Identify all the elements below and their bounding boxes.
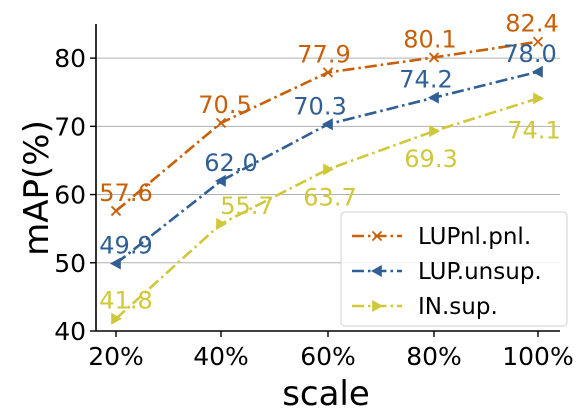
legend-marker-2 <box>372 300 383 312</box>
data-label-2-2: 63.7 <box>303 183 356 211</box>
x-tick-label-4: 100% <box>502 342 573 371</box>
y-axis-label: mAP(%) <box>17 120 57 256</box>
legend-marker-0-stroke-b <box>371 230 383 242</box>
ticks: 40 50 60 70 80 20% 40% 60% 80% 100% <box>54 44 574 371</box>
y-tick-label-40: 40 <box>54 317 86 346</box>
series-0-point-2-stroke-b <box>322 67 334 78</box>
data-label-1-0: 49.9 <box>99 231 152 259</box>
series-1-point-4 <box>532 65 543 78</box>
data-label-1-2: 70.3 <box>293 92 346 120</box>
series-2-point-3 <box>429 125 440 138</box>
series-0-point-4-stroke-b <box>532 36 544 47</box>
y-tick-label-60: 60 <box>54 181 86 210</box>
data-label-0-4: 82.4 <box>505 10 558 38</box>
series-0-point-3 <box>428 52 440 63</box>
series-1-point-0 <box>110 257 121 270</box>
series-0-point-1 <box>215 117 227 129</box>
x-tick-label-0: 20% <box>88 342 144 371</box>
data-label-2-1: 55.7 <box>220 192 273 220</box>
y-tick-label-80: 80 <box>54 44 86 73</box>
data-label-1-4: 78.0 <box>503 40 556 68</box>
data-label-0-1: 70.5 <box>198 91 251 119</box>
data-label-1-1: 62.0 <box>204 149 257 177</box>
legend-label-0: LUPnl.pnl. <box>418 224 531 250</box>
legend-label-2: IN.sup. <box>418 294 498 320</box>
series-0-point-4 <box>532 36 544 47</box>
series-2-point-0 <box>111 312 122 325</box>
series-2-point-1 <box>216 217 227 230</box>
legend-marker-0 <box>371 230 383 242</box>
data-label-0-0: 57.6 <box>99 179 152 207</box>
series-2-point-2 <box>323 163 334 176</box>
series-2-point-4 <box>533 92 544 105</box>
series-0-point-3-stroke-b <box>428 52 440 63</box>
series-0-point-1-stroke-b <box>215 117 227 129</box>
legend-label-1: LUP.unsup. <box>418 259 542 285</box>
x-tick-label-2: 60% <box>300 342 356 371</box>
data-label-2-0: 41.8 <box>99 287 152 315</box>
y-tick-label-50: 50 <box>54 249 86 278</box>
series-line-2 <box>115 97 539 320</box>
data-label-2-4: 74.1 <box>507 116 560 144</box>
x-axis-label: scale <box>282 374 370 414</box>
series-0-point-0-stroke-b <box>110 205 122 217</box>
series-0-point-0 <box>110 205 122 217</box>
data-label-2-3: 69.3 <box>404 145 457 173</box>
series-1-point-3 <box>428 91 439 104</box>
y-tick-label-70: 70 <box>54 112 86 141</box>
series-markers <box>110 36 544 325</box>
data-labels: 57.6 70.5 77.9 80.1 82.4 49.9 62.0 70.3 74.2 78.0… <box>99 10 560 315</box>
x-tick-label-3: 80% <box>406 342 462 371</box>
legend-box <box>340 211 568 327</box>
series-1-point-1 <box>215 174 226 187</box>
series-0-point-2 <box>322 67 334 78</box>
data-label-0-2: 77.9 <box>297 40 350 68</box>
x-tick-label-1: 40% <box>193 342 249 371</box>
data-label-1-3: 74.2 <box>399 66 452 94</box>
legend: LUPnl.pnl. LUP.unsup. IN.sup. <box>340 211 568 327</box>
legend-marker-1 <box>371 265 382 277</box>
series-1-point-2 <box>322 118 333 131</box>
data-label-0-3: 80.1 <box>403 25 456 53</box>
